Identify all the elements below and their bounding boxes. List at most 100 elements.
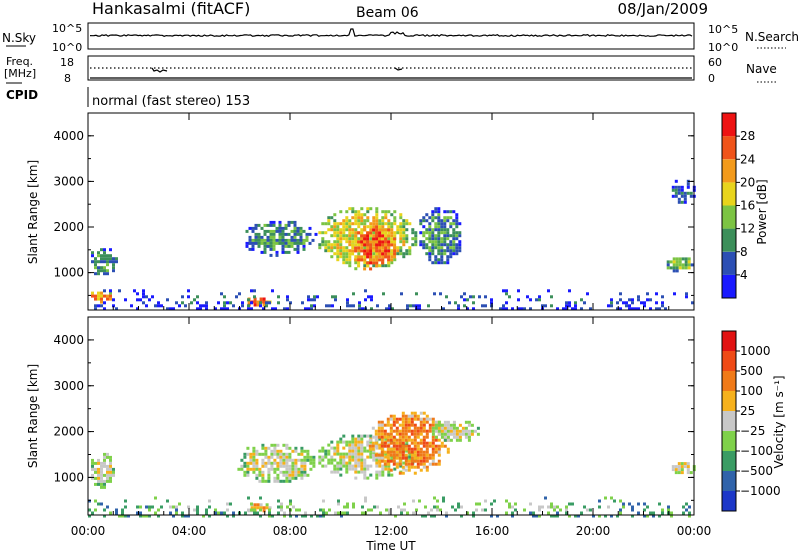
power-cell-6 [446,261,450,265]
power-cell-3 [266,244,270,248]
vel-cell-1 [267,455,271,459]
vel-cell-2 [342,446,346,450]
power-cell-9 [166,307,169,311]
power-cell-8 [671,185,675,189]
power-cbar-tick-label: 28 [740,129,755,143]
power-cell-5 [387,240,391,244]
power-cell-6 [422,234,426,238]
power-cell-3 [287,220,291,224]
power-cell-9 [304,307,307,311]
power-cell-4 [399,237,403,241]
vel-cell-2 [384,467,388,471]
power-cell-6 [425,231,429,235]
power-cell-5 [357,258,361,262]
vel-cell-7 [652,511,655,515]
vel-cell-2 [342,434,346,438]
vel-cell-3 [392,414,396,418]
power-cell-9 [460,295,463,299]
vel-cell-3 [425,435,429,439]
power-cell-0 [109,248,112,252]
power-cell-4 [336,225,340,229]
vel-cell-4 [470,423,474,427]
vel-cell-3 [437,444,441,448]
power-cell-6 [455,216,459,220]
vel-cell-4 [467,438,471,442]
power-cell-4 [351,231,355,235]
power-cell-5 [369,255,373,259]
power-cell-4 [363,213,367,217]
vel-cell-7 [622,502,625,506]
vel-cell-7 [151,505,154,509]
power-cell-3 [284,250,288,254]
vel-cell-1 [300,449,304,453]
power-cell-5 [381,261,385,265]
power-cell-9 [418,304,421,308]
power-cell-4 [372,219,376,223]
vel-cell-7 [337,511,340,515]
vel-cell-3 [398,462,402,466]
vel-cell-7 [367,508,370,512]
vel-cell-3 [413,447,417,451]
power-cell-3 [263,247,267,251]
power-cell-4 [393,222,397,226]
vel-cell-0 [100,476,103,480]
vel-cell-3 [389,414,393,418]
power-cell-9 [115,307,118,311]
vel-cell-1 [291,470,295,474]
power-cell-9 [199,304,202,308]
power-cell-9 [619,307,622,311]
vel-cell-7 [94,508,97,512]
vel-cell-1 [246,467,250,471]
power-cell-6 [446,231,450,235]
vel-cell-6 [674,471,678,475]
power-cell-9 [307,295,310,299]
vel-cell-1 [285,461,289,465]
time-tick-label: 16:00 [475,524,510,538]
vel-cell-4 [476,432,480,436]
vel-cell-2 [381,464,385,468]
power-cell-3 [254,226,258,230]
power-cell-3 [305,238,309,242]
power-cell-6 [446,255,450,259]
power-cell-6 [443,228,447,232]
vel-cell-7 [325,511,328,515]
power-cell-3 [284,223,288,227]
freq-unit: [MHz] [4,67,36,80]
power-cell-3 [257,241,261,245]
vel-cell-3 [395,465,399,469]
vel-cell-3 [398,444,402,448]
vel-cbar-swatch [722,451,736,471]
vel-cell-2 [354,437,358,441]
vel-cell-1 [288,479,292,483]
power-cell-3 [293,232,297,236]
power-cell-9 [103,307,106,311]
power-cell-0 [94,272,97,276]
power-cell-4 [321,243,325,247]
time-tick-label: 08:00 [273,524,308,538]
vel-cell-1 [252,458,256,462]
power-cell-3 [266,235,270,239]
power-cell-4 [339,252,343,256]
power-cell-4 [372,264,376,268]
vel-cell-2 [381,467,385,471]
vel-cell-7 [619,508,622,512]
power-cell-4 [321,231,325,235]
vel-cell-7 [187,505,190,509]
power-cell-3 [257,235,261,239]
power-cell-4 [354,255,358,259]
vel-cell-2 [345,467,349,471]
vel-cell-2 [345,470,349,474]
vel-cell-7 [247,496,250,500]
power-cell-4 [372,252,376,256]
power-cell-4 [399,228,403,232]
power-cell-4 [351,246,355,250]
power-cell-4 [336,240,340,244]
power-cell-9 [205,307,208,311]
vel-cell-1 [261,461,265,465]
vel-cell-1 [276,443,280,447]
vel-cell-0 [100,467,103,471]
vel-cell-0 [97,479,100,483]
power-cell-6 [440,228,444,232]
power-cell-7 [672,260,676,264]
power-cell-6 [443,225,447,229]
